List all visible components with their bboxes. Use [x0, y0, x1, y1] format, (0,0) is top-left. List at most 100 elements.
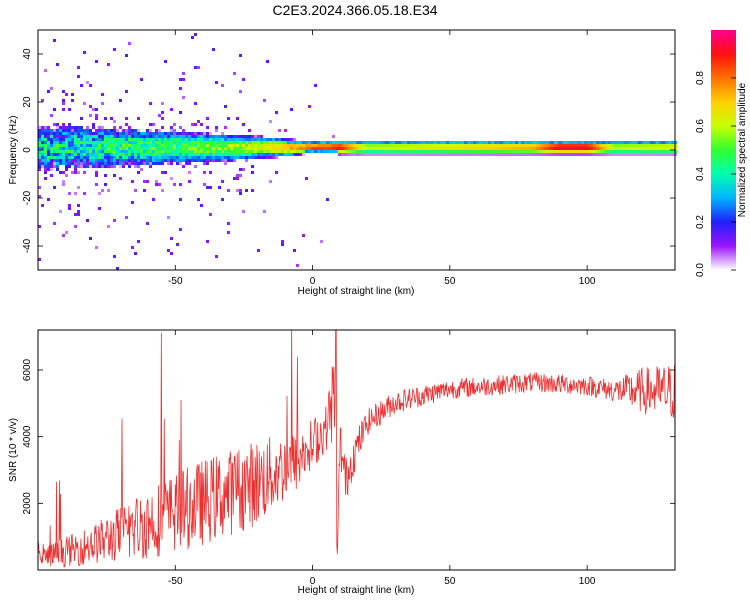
heatmap-cell	[95, 108, 98, 111]
heatmap-cell	[566, 147, 569, 150]
heatmap-cell	[200, 156, 203, 159]
heatmap-cell	[191, 138, 194, 141]
heatmap-cell	[428, 150, 431, 153]
heatmap-cell	[452, 144, 455, 147]
heatmap-cell	[245, 141, 248, 144]
heatmap-cell	[176, 147, 179, 150]
heatmap-cell	[254, 144, 257, 147]
heatmap-cell	[608, 150, 611, 153]
heatmap-cell	[155, 162, 158, 165]
heatmap-cell	[74, 132, 77, 135]
heatmap-cell	[203, 144, 206, 147]
heatmap-cell	[65, 153, 68, 156]
heatmap-cell	[509, 144, 512, 147]
heatmap-cell	[665, 147, 668, 150]
heatmap-cell	[59, 162, 62, 165]
heatmap-cell	[464, 147, 467, 150]
heatmap-cell	[140, 162, 143, 165]
heatmap-cell	[113, 174, 116, 177]
heatmap-cell	[104, 165, 107, 168]
heatmap-cell	[53, 222, 56, 225]
heatmap-cell	[80, 138, 83, 141]
heatmap-cell	[275, 153, 278, 156]
heatmap-cell	[482, 150, 485, 153]
heatmap-cell	[248, 141, 251, 144]
heatmap-cell	[602, 141, 605, 144]
heatmap-cell	[116, 162, 119, 165]
heatmap-cell	[500, 150, 503, 153]
heatmap-cell	[341, 147, 344, 150]
heatmap-cell	[173, 129, 176, 132]
heatmap-cell	[416, 150, 419, 153]
heatmap-cell	[107, 63, 110, 66]
heatmap-cell	[455, 141, 458, 144]
heatmap-cell	[236, 174, 239, 177]
heatmap-cell	[89, 159, 92, 162]
heatmap-cell	[89, 162, 92, 165]
heatmap-cell	[251, 171, 254, 174]
heatmap-cell	[191, 156, 194, 159]
heatmap-cell	[452, 153, 455, 156]
heatmap-cell	[305, 177, 308, 180]
heatmap-cell	[566, 141, 569, 144]
heatmap-cell	[56, 123, 59, 126]
heatmap-cell	[62, 132, 65, 135]
heatmap-cell	[128, 132, 131, 135]
heatmap-cell	[92, 141, 95, 144]
heatmap-cell	[329, 141, 332, 144]
heatmap-cell	[485, 147, 488, 150]
heatmap-cell	[68, 123, 71, 126]
heatmap-cell	[206, 138, 209, 141]
heatmap-cell	[128, 141, 131, 144]
heatmap-cell	[134, 162, 137, 165]
heatmap-cell	[110, 144, 113, 147]
heatmap-cell	[392, 147, 395, 150]
heatmap-cell	[356, 153, 359, 156]
heatmap-cell	[536, 144, 539, 147]
heatmap-cell	[71, 162, 74, 165]
heatmap-cell	[551, 144, 554, 147]
heatmap-cell	[86, 81, 89, 84]
heatmap-cell	[539, 153, 542, 156]
heatmap-cell	[191, 159, 194, 162]
heatmap-cell	[80, 141, 83, 144]
heatmap-cell	[134, 147, 137, 150]
heatmap-cell	[65, 162, 68, 165]
heatmap-cell	[227, 159, 230, 162]
heatmap-cell	[545, 144, 548, 147]
heatmap-cell	[110, 141, 113, 144]
heatmap-cell	[524, 147, 527, 150]
heatmap-cell	[107, 153, 110, 156]
heatmap-cell	[407, 153, 410, 156]
heatmap-cell	[101, 156, 104, 159]
heatmap-cell	[113, 132, 116, 135]
heatmap-cell	[647, 153, 650, 156]
heatmap-cell	[521, 141, 524, 144]
heatmap-cell	[404, 144, 407, 147]
heatmap-cell	[284, 138, 287, 141]
heatmap-cell	[479, 153, 482, 156]
heatmap-cell	[431, 150, 434, 153]
heatmap-cell	[83, 51, 86, 54]
heatmap-cell	[218, 135, 221, 138]
heatmap-cell	[353, 144, 356, 147]
heatmap-cell	[128, 156, 131, 159]
heatmap-cell	[56, 156, 59, 159]
heatmap-cell	[164, 150, 167, 153]
heatmap-cell	[53, 132, 56, 135]
heatmap-cell	[239, 153, 242, 156]
heatmap-cell	[170, 126, 173, 129]
heatmap-cell	[428, 144, 431, 147]
heatmap-cell	[401, 147, 404, 150]
heatmap-cell	[104, 183, 107, 186]
heatmap-cell	[50, 156, 53, 159]
heatmap-cell	[479, 144, 482, 147]
heatmap-cell	[77, 126, 80, 129]
heatmap-cell	[455, 153, 458, 156]
heatmap-cell	[95, 153, 98, 156]
heatmap-cell	[116, 153, 119, 156]
heatmap-cell	[146, 135, 149, 138]
heatmap-cell	[503, 144, 506, 147]
heatmap-cell	[203, 132, 206, 135]
heatmap-cell	[56, 138, 59, 141]
